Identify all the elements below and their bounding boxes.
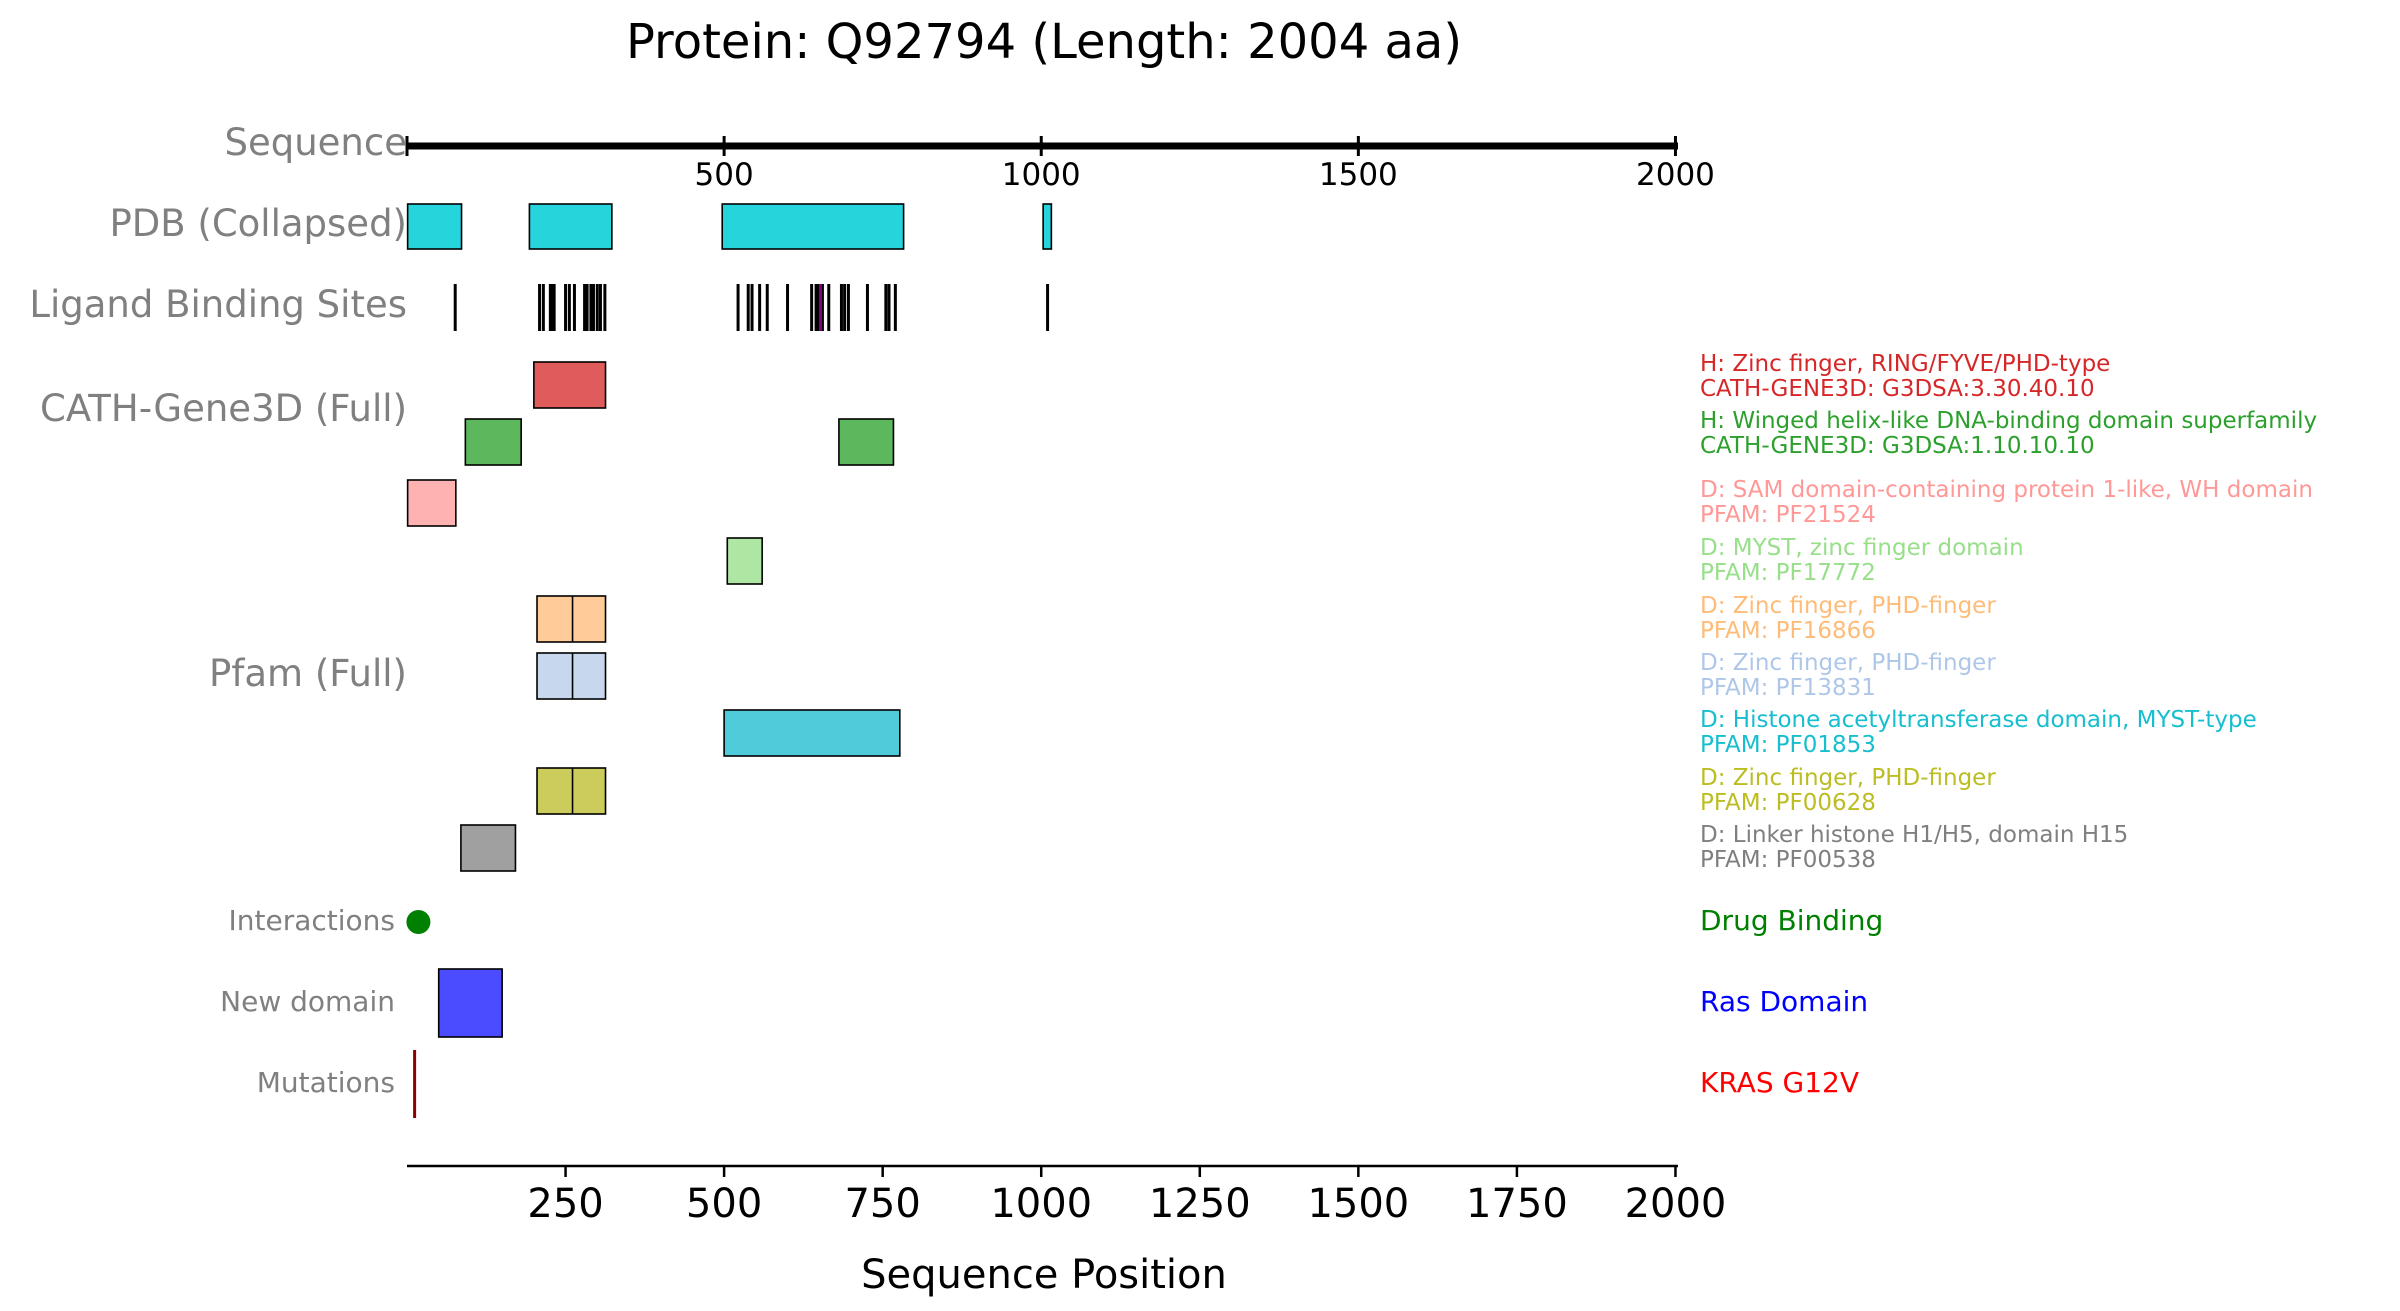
track-label-interactions: Interactions (229, 904, 396, 937)
pfam-domain (460, 824, 517, 872)
x-tick-label: 250 (527, 1181, 603, 1227)
pfam-domain (406, 479, 457, 527)
cath-domain (533, 361, 607, 409)
pdb-segment (721, 203, 905, 250)
pfam-domain (536, 652, 607, 700)
chart-title: Protein: Q92794 (Length: 2004 aa) (626, 14, 1462, 70)
pfam-domain (536, 595, 607, 643)
pfam-domain (536, 767, 607, 815)
pfam-domain-label-name: D: MYST, zinc finger domain (1700, 535, 2024, 561)
cath-domain (838, 418, 895, 466)
x-tick-label: 500 (686, 1181, 762, 1227)
sequence-tick-label: 1500 (1319, 157, 1398, 193)
mutation-label: KRAS G12V (1700, 1066, 1859, 1099)
x-tick-label: 1750 (1466, 1181, 1568, 1227)
cath-domain-label-id: CATH-GENE3D: G3DSA:3.30.40.10 (1700, 376, 2095, 402)
track-label-ligand: Ligand Binding Sites (29, 283, 407, 326)
x-tick-label: 750 (844, 1181, 920, 1227)
track-label-pdb: PDB (Collapsed) (109, 202, 407, 245)
pfam-domain-label-id: PFAM: PF16866 (1700, 618, 1876, 644)
pfam-domain-label-id: PFAM: PF21524 (1700, 502, 1876, 528)
cath-domain-label-name: H: Zinc finger, RING/FYVE/PHD-type (1700, 351, 2110, 377)
cath-domain-label-id: CATH-GENE3D: G3DSA:1.10.10.10 (1700, 433, 2095, 459)
pfam-domain-label-name: D: Histone acetyltransferase domain, MYS… (1700, 707, 2257, 733)
pdb-segment (406, 203, 463, 250)
pfam-domain-label-id: PFAM: PF00538 (1700, 847, 1876, 873)
sequence-tick-label: 500 (695, 157, 754, 193)
track-label-cath: CATH-Gene3D (Full) (40, 387, 407, 430)
x-tick-label: 2000 (1625, 1181, 1727, 1227)
pfam-domain-label-id: PFAM: PF00628 (1700, 790, 1876, 816)
interaction-label: Drug Binding (1700, 904, 1883, 937)
track-label-new-domain: New domain (220, 985, 395, 1018)
pfam-domain (723, 709, 901, 757)
sequence-tick-label: 2000 (1636, 157, 1715, 193)
x-tick-label: 1250 (1149, 1181, 1251, 1227)
pfam-domain-label-name: D: SAM domain-containing protein 1-like,… (1700, 477, 2313, 503)
x-tick-label: 1000 (990, 1181, 1092, 1227)
new-domain-box (437, 968, 503, 1038)
cath-domain-label-name: H: Winged helix-like DNA-binding domain … (1700, 408, 2317, 434)
new-domain-label: Ras Domain (1700, 985, 1868, 1018)
pfam-domain (726, 537, 763, 585)
pfam-domain-label-name: D: Zinc finger, PHD-finger (1700, 765, 1996, 791)
pdb-segment (528, 203, 613, 250)
pfam-domain-label-name: D: Zinc finger, PHD-finger (1700, 650, 1996, 676)
track-label-sequence: Sequence (224, 121, 407, 164)
sequence-tick-label: 1000 (1002, 157, 1081, 193)
pfam-domain-label-name: D: Zinc finger, PHD-finger (1700, 593, 1996, 619)
x-axis-label: Sequence Position (861, 1252, 1227, 1298)
chart-marks: 500 1000 1500 2000 H: Zinc finger, RING/FYVE… (405, 136, 2317, 1227)
track-label-pfam: Pfam (Full) (209, 652, 407, 695)
pfam-domain-label-name: D: Linker histone H1/H5, domain H15 (1700, 822, 2128, 848)
interaction-marker (406, 910, 431, 934)
pfam-domain-label-id: PFAM: PF17772 (1700, 560, 1876, 586)
pfam-domain-label-id: PFAM: PF13831 (1700, 675, 1876, 701)
pdb-segment (1042, 203, 1053, 250)
cath-domain (464, 418, 522, 466)
pfam-domain-label-id: PFAM: PF01853 (1700, 732, 1876, 758)
x-tick-label: 1500 (1307, 1181, 1409, 1227)
track-label-mutations: Mutations (257, 1066, 395, 1099)
